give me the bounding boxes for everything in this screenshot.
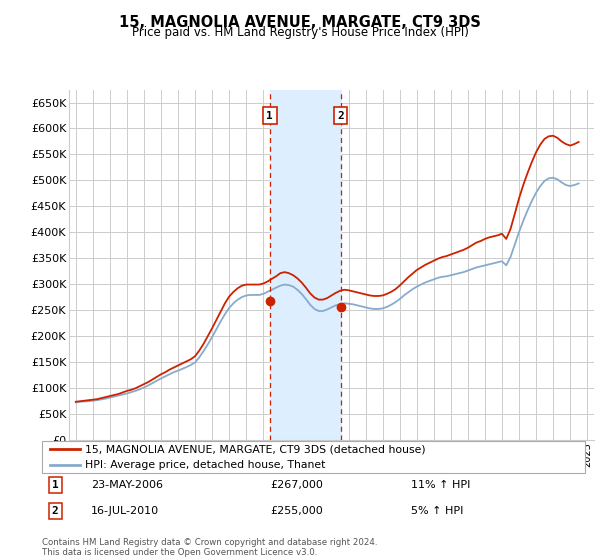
Text: 2: 2: [337, 110, 344, 120]
Text: Price paid vs. HM Land Registry's House Price Index (HPI): Price paid vs. HM Land Registry's House …: [131, 26, 469, 39]
Text: HPI: Average price, detached house, Thanet: HPI: Average price, detached house, Than…: [85, 460, 326, 470]
Text: 1: 1: [266, 110, 273, 120]
Text: Contains HM Land Registry data © Crown copyright and database right 2024.
This d: Contains HM Land Registry data © Crown c…: [42, 538, 377, 557]
Text: £255,000: £255,000: [270, 506, 323, 516]
FancyBboxPatch shape: [42, 441, 585, 473]
Text: 15, MAGNOLIA AVENUE, MARGATE, CT9 3DS (detached house): 15, MAGNOLIA AVENUE, MARGATE, CT9 3DS (d…: [85, 444, 426, 454]
Text: 23-MAY-2006: 23-MAY-2006: [91, 480, 163, 490]
Text: 1: 1: [52, 480, 59, 490]
Bar: [270, 90, 341, 440]
Text: 15, MAGNOLIA AVENUE, MARGATE, CT9 3DS: 15, MAGNOLIA AVENUE, MARGATE, CT9 3DS: [119, 15, 481, 30]
Text: 16-JUL-2010: 16-JUL-2010: [91, 506, 159, 516]
Text: 11% ↑ HPI: 11% ↑ HPI: [411, 480, 470, 490]
Text: 5% ↑ HPI: 5% ↑ HPI: [411, 506, 464, 516]
Text: £267,000: £267,000: [270, 480, 323, 490]
Text: 2: 2: [52, 506, 59, 516]
